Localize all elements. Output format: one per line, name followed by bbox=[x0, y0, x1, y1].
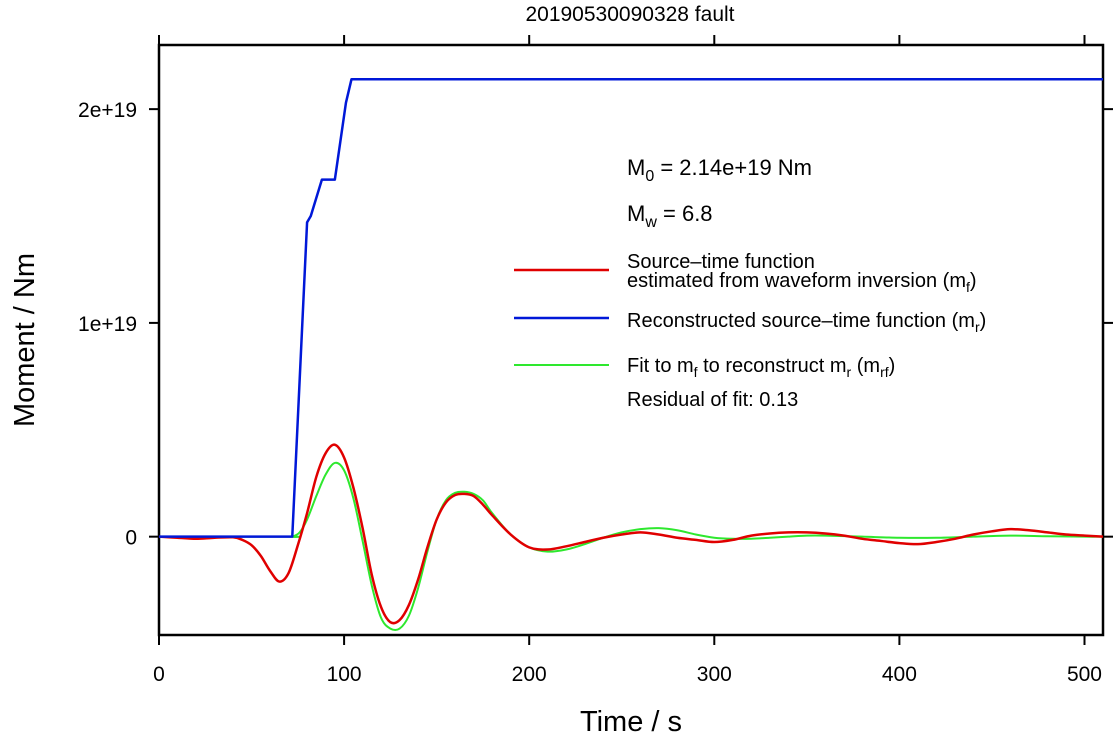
legend-mr-sub: r bbox=[975, 319, 980, 335]
legend-label-mf-line1: Source–time function bbox=[627, 251, 815, 273]
legend-mf-suffix: ) bbox=[970, 270, 977, 292]
series-layer bbox=[158, 77, 1104, 632]
y-axis-title: Moment / Nm bbox=[9, 253, 41, 427]
m0-subscript: 0 bbox=[645, 168, 654, 185]
m0-symbol: M bbox=[627, 155, 645, 180]
series-line-mr bbox=[159, 77, 1103, 538]
plot-frame bbox=[157, 43, 1105, 637]
mw-value: = 6.8 bbox=[657, 201, 713, 226]
tick-layer: 0 100 200 300 400 500 0 1e+19 2e+19 bbox=[78, 35, 1113, 686]
legend-mrf-s3: rf bbox=[880, 364, 889, 380]
legend-mr-prefix: Reconstructed source–time function (m bbox=[627, 310, 975, 332]
x-tick-label: 100 bbox=[327, 663, 362, 686]
x-tick-label: 200 bbox=[512, 663, 547, 686]
chart-title: 20190530090328 fault bbox=[525, 3, 734, 26]
series-line-mrf bbox=[158, 461, 1104, 632]
residual-annotation: Residual of fit: 0.13 bbox=[627, 389, 798, 411]
moment-magnitude-annotation: Mw = 6.8 bbox=[627, 201, 713, 231]
legend-mf-sub: f bbox=[966, 279, 970, 295]
mw-subscript: w bbox=[644, 214, 657, 231]
legend-mrf-s2: r bbox=[847, 364, 852, 380]
mw-symbol: M bbox=[627, 201, 645, 226]
legend-mrf-t1: Fit to m bbox=[627, 355, 694, 377]
legend: Source–time function estimated from wave… bbox=[514, 251, 986, 411]
series-line-mf bbox=[158, 443, 1104, 625]
x-tick-label: 500 bbox=[1067, 663, 1102, 686]
x-axis-title: Time / s bbox=[580, 706, 682, 736]
x-tick-label: 0 bbox=[153, 663, 165, 686]
x-tick-label: 300 bbox=[697, 663, 732, 686]
legend-label-mrf: Fit to mf to reconstruct mr (mrf) bbox=[627, 355, 895, 380]
y-tick-label: 2e+19 bbox=[78, 99, 137, 122]
legend-mrf-t2: to reconstruct m bbox=[698, 355, 847, 377]
legend-label-mf-line2: estimated from waveform inversion (mf) bbox=[627, 270, 977, 295]
legend-mrf-t4: ) bbox=[889, 355, 896, 377]
y-tick-label: 1e+19 bbox=[78, 313, 137, 336]
y-tick-label: 0 bbox=[125, 527, 137, 550]
legend-mr-suffix: ) bbox=[980, 310, 987, 332]
legend-label-mr: Reconstructed source–time function (mr) bbox=[627, 310, 986, 335]
m0-value: = 2.14e+19 Nm bbox=[654, 155, 812, 180]
legend-mrf-s1: f bbox=[694, 364, 698, 380]
legend-mrf-t3: (m bbox=[851, 355, 880, 377]
seismic-moment-annotation: M0 = 2.14e+19 Nm bbox=[627, 155, 812, 185]
legend-mf-prefix: estimated from waveform inversion (m bbox=[627, 270, 966, 292]
x-tick-label: 400 bbox=[882, 663, 917, 686]
